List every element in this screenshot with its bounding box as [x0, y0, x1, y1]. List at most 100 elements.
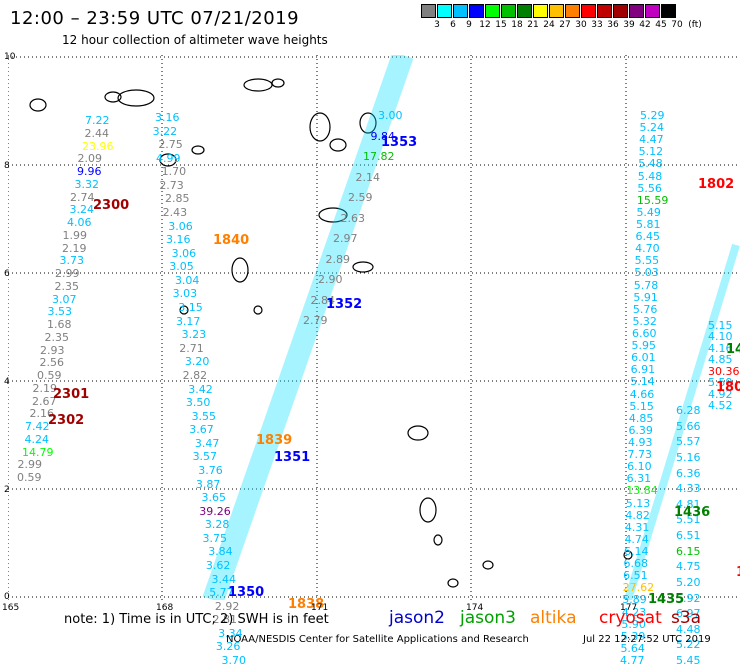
wave-height-value: 2.56 [39, 356, 65, 370]
wave-height-value: 6.36 [676, 466, 701, 480]
wave-height-value: 4.74 [624, 532, 649, 546]
wave-height-value: 5.20 [676, 575, 701, 589]
ground-track-band [202, 51, 414, 604]
latitude-tick-label: 6 [4, 269, 10, 279]
satellite-legend-jason3: jason3 [460, 608, 516, 628]
wave-height-value: 2.14 [355, 170, 381, 184]
wave-height-value: 0.59 [17, 471, 42, 484]
island-outline [179, 305, 189, 315]
wave-height-value: 5.39 [620, 629, 646, 643]
wave-height-value: 27.62 [622, 581, 655, 595]
wave-height-value: 2.35 [44, 330, 70, 344]
wave-height-value: 4.85 [628, 411, 654, 425]
island-outline [159, 153, 177, 167]
wave-height-value: 6.28 [676, 404, 701, 417]
legend-label: 15 [495, 20, 507, 30]
orbit-pass-label: 2302 [48, 413, 85, 428]
wave-height-value: 3.47 [194, 436, 220, 450]
island-outline [104, 91, 122, 103]
satellite-legend-altika: altika [530, 608, 577, 628]
wave-height-value: 2.99 [17, 458, 43, 472]
color-legend: 3 6 9 12 15 18 21 24 27 30 33 36 39 42 45 70 (ft) [421, 4, 705, 30]
wave-height-value: 13.84 [626, 484, 658, 498]
wave-height-value: 2.93 [40, 343, 65, 357]
wave-height-value: 6.51 [676, 529, 701, 542]
wave-height-value: 3.84 [208, 545, 233, 559]
wave-height-value: 6.97 [676, 607, 701, 621]
wave-height-value: 3.26 [215, 640, 241, 654]
wave-height-value: 3.28 [204, 518, 230, 532]
orbit-pass-label: 1 [736, 565, 740, 580]
legend-label: 45 [655, 20, 667, 30]
wave-height-value: 5.15 [708, 319, 733, 332]
wave-height-value: 2.89 [325, 252, 351, 266]
wave-height-value: 3.00 [378, 109, 403, 122]
legend-swatch [661, 4, 676, 18]
wave-height-value: 4.24 [24, 432, 50, 446]
satellite-legend-s3a: s3a [671, 608, 702, 628]
wave-height-value: 2.19 [62, 241, 87, 255]
wave-height-value: 3.05 [169, 260, 194, 274]
island-outline [243, 78, 273, 92]
wave-height-value: 5.91 [633, 290, 658, 304]
orbit-pass-label: 14 [726, 342, 740, 357]
wave-height-value: 3.67 [189, 423, 214, 437]
credit-line: NOAA/NESDIS Center for Satellite Applica… [226, 634, 529, 645]
wave-height-value: 3.06 [168, 219, 193, 233]
wave-height-value: 3.65 [201, 491, 227, 505]
island-outline [231, 257, 249, 283]
island-outline [117, 89, 155, 107]
wave-height-value: 5.90 [621, 617, 646, 631]
wave-height-value: 6.10 [627, 460, 652, 474]
legend-swatch [549, 4, 564, 18]
wave-height-value: 5.15 [629, 399, 654, 413]
orbit-pass-label: 1351 [274, 450, 311, 465]
island-outline [623, 550, 633, 560]
wave-height-value: 4.33 [676, 482, 701, 496]
wave-height-value: 4.93 [628, 436, 653, 449]
wave-height-value: 5.16 [676, 450, 701, 464]
wave-height-value: 3.44 [211, 572, 237, 586]
island-outline [447, 578, 459, 588]
satellite-legend-cryosat: cryosat [599, 608, 662, 628]
orbit-pass-label: 1352 [326, 297, 363, 312]
wave-height-value: 7.73 [627, 448, 653, 462]
color-legend-swatches [421, 4, 705, 18]
latitude-tick-label: 10 [4, 52, 16, 62]
wave-height-value: 5.95 [631, 339, 657, 353]
wave-height-value: 3.62 [205, 558, 231, 572]
longitude-tick-label: 174 [466, 603, 484, 613]
orbit-pass-label: 1435 [648, 592, 685, 607]
wave-height-value: 3.04 [174, 273, 200, 287]
wave-height-value: 7.22 [85, 114, 110, 127]
latitude-tick-label: 4 [4, 377, 10, 387]
wave-height-value: 2.71 [179, 341, 204, 355]
wave-height-value: 2.75 [158, 138, 183, 152]
wave-height-value: 15.59 [636, 193, 669, 207]
wave-height-value: 5.66 [676, 419, 701, 433]
wave-height-value: 4.82 [625, 508, 650, 522]
orbit-pass-label: 1353 [381, 135, 418, 150]
wave-height-value: 2.44 [84, 126, 110, 140]
footnote: note: 1) Time is in UTC; 2) SWH is in fe… [64, 612, 329, 627]
orbit-pass-label: 2300 [93, 198, 130, 213]
legend-label: (ft) [688, 20, 702, 30]
wave-height-value: 7.42 [25, 420, 50, 433]
wave-height-value: 2.63 [340, 211, 366, 225]
island-outline [318, 207, 348, 223]
longitude-tick-label: 171 [311, 603, 329, 613]
wave-height-value: 4.31 [624, 520, 650, 534]
wave-height-value: 3.20 [184, 355, 210, 369]
wave-height-value: 5.76 [632, 302, 658, 316]
wave-height-value: 3.07 [52, 292, 77, 306]
legend-swatch [421, 4, 436, 18]
longitude-tick-label: 168 [156, 603, 174, 613]
wave-height-value: 5.45 [676, 654, 701, 667]
wave-height-value: 2.90 [318, 273, 343, 286]
page-title: 12:00 – 23:59 UTC 07/21/2019 [10, 8, 300, 29]
wave-height-map: 7.22 2.44 23.96 2.09 9.96 3.32 2.74 3.24 4.06 1.9… [7, 51, 740, 666]
orbit-pass-label: 2301 [53, 387, 90, 402]
wave-height-value: 4.48 [676, 622, 701, 636]
wave-height-value: 5.03 [634, 266, 659, 280]
legend-label: 3 [434, 20, 440, 30]
